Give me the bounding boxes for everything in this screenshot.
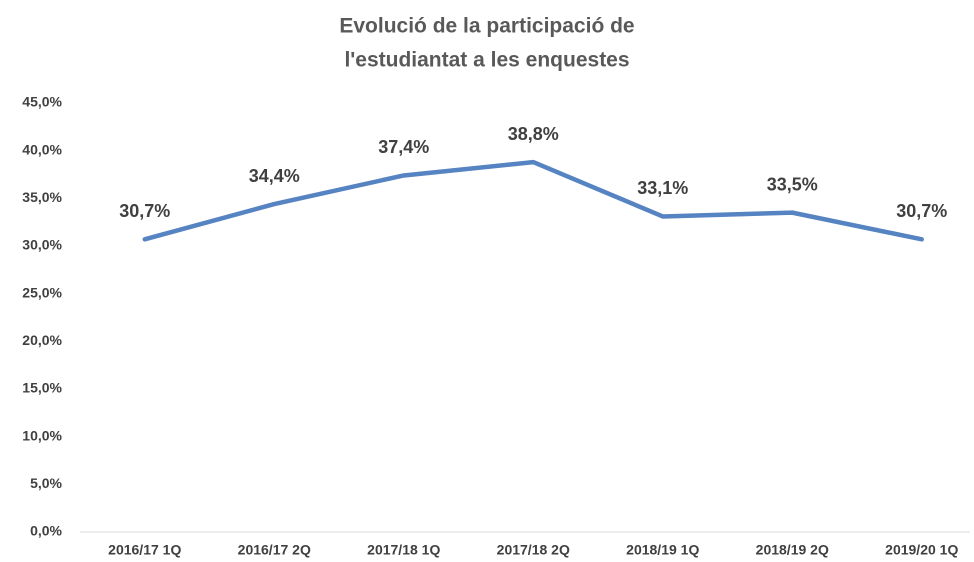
y-tick-label: 35,0% (22, 189, 62, 205)
x-tick-label: 2018/19 1Q (626, 542, 699, 558)
y-tick-label: 20,0% (22, 332, 62, 348)
x-tick-label: 2019/20 1Q (885, 542, 958, 558)
y-tick-label: 45,0% (22, 94, 62, 110)
y-tick-label: 0,0% (30, 523, 62, 539)
data-label: 34,4% (249, 166, 300, 186)
x-tick-label: 2016/17 1Q (108, 542, 181, 558)
y-tick-label: 5,0% (30, 475, 62, 491)
data-label: 37,4% (378, 137, 429, 157)
y-tick-label: 40,0% (22, 141, 62, 157)
chart-title: l'estudiantat a les enquestes (344, 49, 629, 72)
x-tick-label: 2016/17 2Q (238, 542, 311, 558)
data-label: 38,8% (508, 124, 559, 144)
data-label: 30,7% (896, 201, 947, 221)
x-tick-label: 2017/18 1Q (367, 542, 440, 558)
data-label: 33,5% (767, 174, 818, 194)
line-series (142, 159, 924, 242)
data-label: 33,1% (637, 178, 688, 198)
x-tick-label: 2017/18 2Q (497, 542, 570, 558)
chart-title: Evolució de la participació de (339, 15, 634, 38)
y-tick-label: 10,0% (22, 427, 62, 443)
data-label: 30,7% (119, 201, 170, 221)
y-tick-label: 25,0% (22, 284, 62, 300)
y-tick-label: 15,0% (22, 380, 62, 396)
x-tick-label: 2018/19 2Q (756, 542, 829, 558)
y-tick-label: 30,0% (22, 237, 62, 253)
